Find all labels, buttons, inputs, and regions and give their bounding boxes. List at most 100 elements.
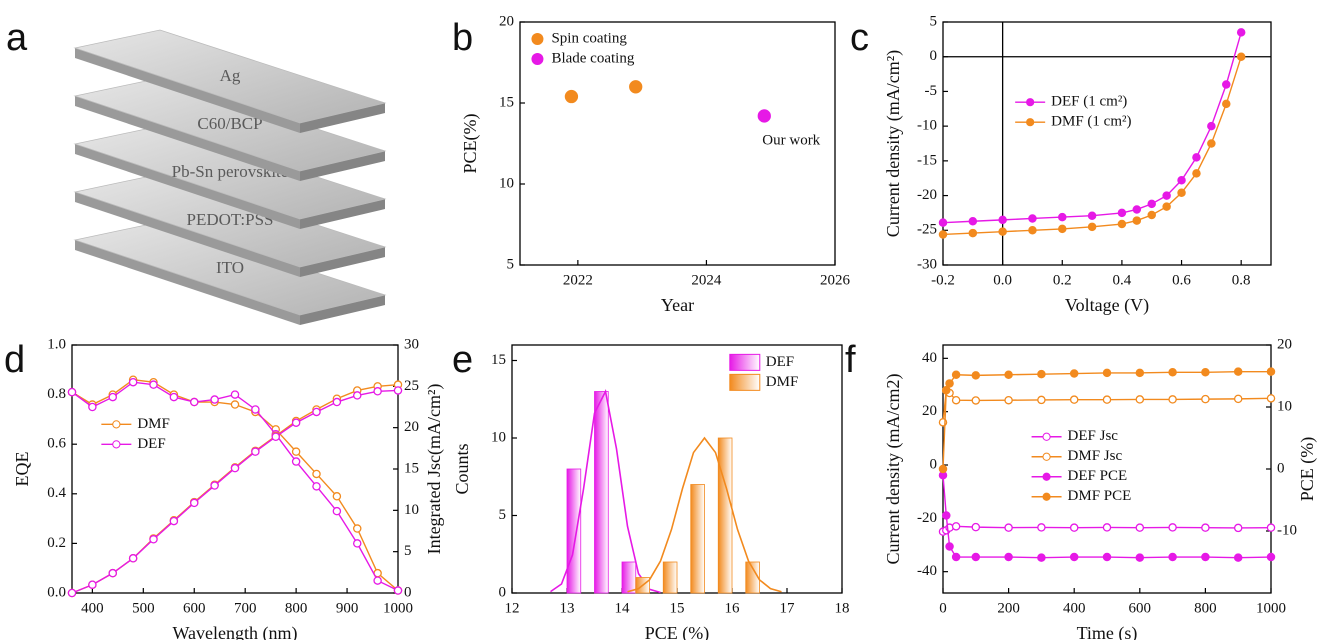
y-tick-label: -10	[917, 118, 937, 134]
x-tick-label: 0.4	[1113, 272, 1132, 288]
y-tick-label: 5	[930, 13, 938, 29]
y-tick-label: 1.0	[47, 336, 66, 352]
data-point	[951, 552, 961, 562]
annotation: Our work	[762, 132, 820, 148]
y2-tick-label: 20	[404, 419, 419, 435]
y-tick-label: 0	[930, 48, 938, 64]
data-point	[1102, 523, 1112, 532]
layer-top	[73, 77, 387, 172]
x-axis-label: PCE (%)	[645, 623, 710, 640]
y-axis-label: Counts	[452, 443, 472, 494]
data-point	[1135, 395, 1145, 404]
x-tick-label: 600	[1129, 600, 1152, 616]
data-point	[393, 586, 403, 595]
data-point	[1004, 523, 1013, 532]
x-axis-label: Wavelength (nm)	[172, 623, 297, 640]
data-point	[373, 576, 382, 585]
y-tick-label: 0.8	[47, 386, 66, 402]
y2-tick-label: 0	[404, 584, 412, 600]
data-point	[230, 390, 240, 399]
data-point	[945, 542, 954, 551]
series-line	[71, 383, 399, 594]
data-point	[332, 492, 342, 501]
data-point	[108, 392, 118, 402]
data-point	[1004, 370, 1013, 380]
y-axis-label: EQE	[12, 452, 32, 487]
data-point	[210, 481, 219, 490]
data-point	[1087, 222, 1097, 232]
data-point	[968, 217, 978, 226]
y2-tick-label: 20	[1277, 336, 1292, 352]
data-point	[971, 552, 981, 562]
legend-marker	[1042, 472, 1051, 481]
data-point	[1135, 553, 1145, 562]
data-point	[352, 391, 362, 400]
y-tick-label: 0	[930, 456, 938, 472]
series-line	[71, 378, 399, 592]
series-line	[71, 381, 399, 592]
legend-swatch	[729, 373, 761, 391]
data-point	[1222, 80, 1231, 89]
x-tick-label: 0.6	[1172, 272, 1191, 288]
legend-label: DEF	[137, 436, 165, 452]
panel-label: f	[845, 339, 856, 381]
x-tick-label: 1000	[1256, 600, 1286, 616]
x-tick-label: 2024	[691, 272, 722, 288]
legend-label: Blade coating	[551, 50, 634, 66]
layer: PEDOT:PSS	[73, 173, 387, 277]
data-point	[1037, 369, 1046, 379]
y-tick-label: 40	[922, 350, 937, 366]
layer: Pb-Sn perovskite	[73, 125, 387, 229]
data-point	[1117, 208, 1127, 218]
legend-marker	[1042, 492, 1051, 501]
data-point	[971, 522, 981, 532]
data-point	[945, 379, 954, 388]
y2-tick-label: 5	[404, 543, 412, 559]
layer-top	[73, 29, 387, 124]
data-point	[169, 516, 179, 526]
x-axis-label: Voltage (V)	[1065, 295, 1149, 316]
layer-label: C60/BCP	[197, 114, 262, 133]
data-point	[1147, 199, 1156, 209]
data-point	[951, 370, 961, 380]
y-tick-label: 0.4	[47, 485, 66, 501]
layer-side	[75, 48, 300, 133]
series-line	[71, 389, 399, 594]
x-tick-label: 2026	[820, 272, 851, 288]
y-axis-label: Current density (mA/cm2)	[883, 374, 904, 565]
histogram-bar	[717, 437, 733, 594]
y-tick-label: 0.6	[47, 436, 66, 452]
x-tick-label: 0.8	[1232, 272, 1251, 288]
y2-axis-label: Integrated Jsc(mA/cm²)	[424, 384, 445, 555]
data-point	[564, 89, 579, 104]
data-point	[1117, 219, 1127, 229]
layer-side	[300, 151, 385, 181]
data-point	[1177, 188, 1186, 198]
layer: ITO	[73, 221, 387, 325]
x-tick-label: 700	[234, 600, 257, 616]
layer-label: PEDOT:PSS	[186, 210, 273, 229]
y-tick-label: -30	[917, 256, 937, 272]
legend-marker	[531, 53, 544, 66]
y2-axis-label: PCE (%)	[1297, 437, 1317, 502]
data-point	[938, 218, 948, 227]
y-tick-label: -5	[925, 83, 938, 99]
data-point	[149, 380, 158, 389]
data-point	[373, 387, 382, 396]
data-point	[1233, 553, 1243, 562]
x-tick-label: 17	[780, 600, 796, 616]
data-point	[1102, 395, 1112, 404]
legend-label: DMF Jsc	[1068, 448, 1123, 464]
data-point	[1069, 523, 1079, 532]
data-point	[1102, 552, 1112, 562]
data-point	[1132, 216, 1142, 225]
y-tick-label: -15	[917, 152, 937, 168]
data-point	[942, 386, 951, 395]
data-point	[1233, 367, 1243, 376]
data-point	[1266, 523, 1276, 532]
data-point	[1162, 202, 1171, 211]
data-point	[210, 395, 219, 404]
data-point	[938, 230, 948, 239]
data-point	[1192, 153, 1201, 162]
